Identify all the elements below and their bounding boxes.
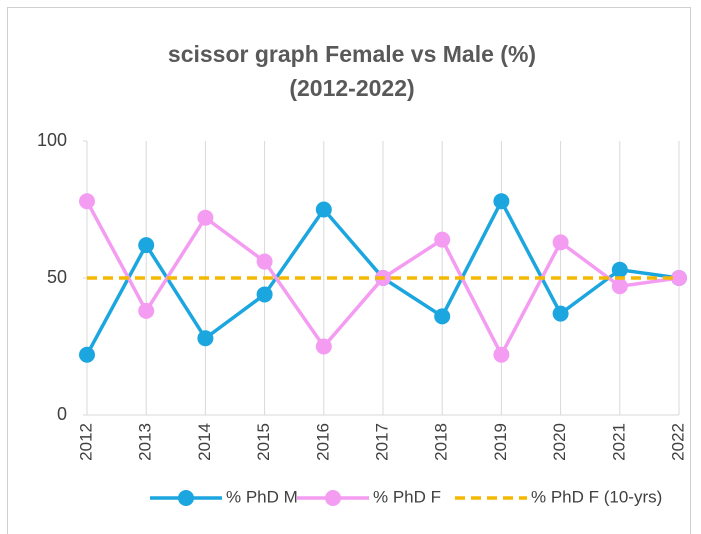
- point: [493, 346, 510, 363]
- point: [493, 193, 510, 210]
- x-tick-label: 2020: [550, 423, 569, 461]
- point: [197, 330, 214, 347]
- point: [138, 302, 155, 319]
- x-tick-label: 2013: [136, 423, 155, 461]
- x-tick-label: 2018: [432, 423, 451, 461]
- chart-title: scissor graph Female vs Male (%): [168, 41, 536, 67]
- chart-frame: [7, 7, 691, 534]
- point: [552, 305, 569, 322]
- legend-label: % PhD F (10-yrs): [531, 487, 662, 506]
- x-tick-label: 2012: [76, 423, 95, 461]
- point: [79, 346, 95, 363]
- y-tick-label: 50: [47, 267, 67, 287]
- x-tick-label: 2014: [195, 423, 214, 461]
- point: [256, 286, 273, 303]
- x-tick-label: 2016: [313, 423, 332, 461]
- x-tick-label: 2019: [491, 423, 510, 461]
- point: [611, 261, 628, 278]
- point: [197, 209, 214, 226]
- point: [138, 237, 155, 254]
- point: [256, 253, 273, 270]
- legend-label: % PhD M: [226, 487, 298, 506]
- x-tick-label: 2017: [372, 423, 391, 461]
- x-tick-label: 2015: [254, 423, 273, 461]
- point: [79, 193, 95, 210]
- chart-title: (2012-2022): [289, 75, 414, 101]
- point: [671, 270, 687, 286]
- point: [434, 231, 451, 248]
- point: [315, 201, 332, 218]
- point: [552, 234, 569, 251]
- point: [315, 338, 332, 355]
- legend-marker: [325, 490, 341, 506]
- legend-label: % PhD F: [373, 487, 441, 506]
- legend-marker: [178, 490, 194, 506]
- y-tick-label: 0: [57, 404, 67, 424]
- point: [611, 278, 628, 295]
- x-tick-label: 2022: [668, 423, 687, 461]
- y-tick-label: 100: [37, 130, 67, 150]
- point: [434, 308, 451, 325]
- x-tick-label: 2021: [609, 423, 628, 461]
